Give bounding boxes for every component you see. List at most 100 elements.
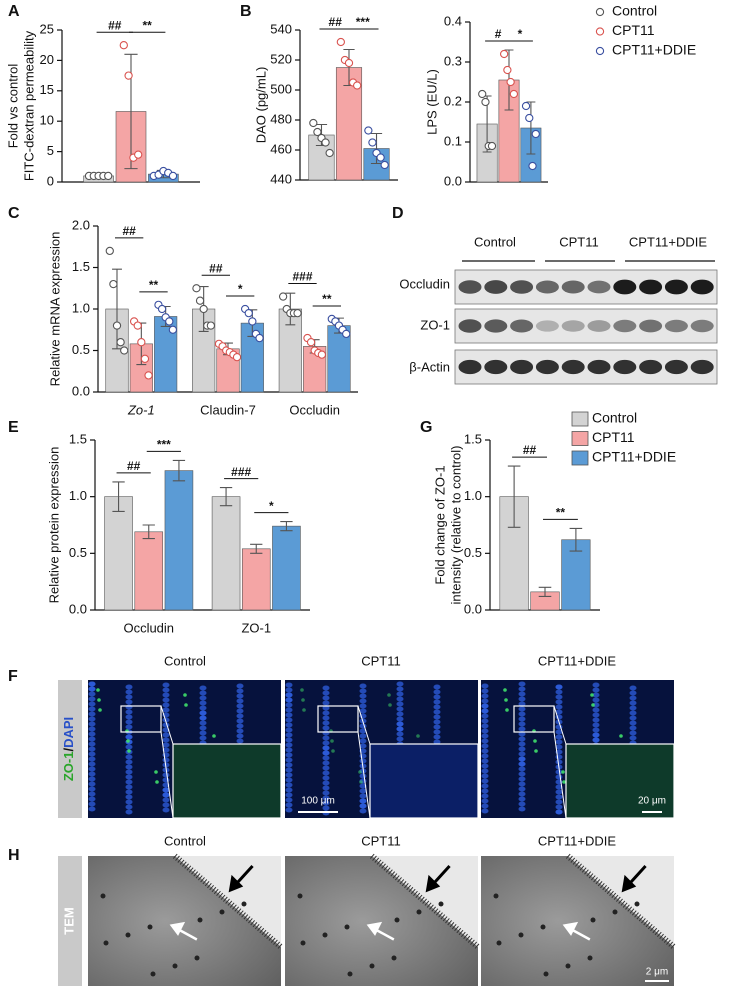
- y-tick-label: 10: [40, 113, 54, 128]
- data-point: [509, 89, 519, 99]
- panel-label: C: [8, 205, 20, 222]
- nucleus: [555, 769, 563, 775]
- zo1-signal: [331, 749, 335, 753]
- panel-label: D: [392, 205, 404, 222]
- nucleus: [88, 696, 96, 702]
- nucleus: [285, 722, 293, 728]
- nucleus: [88, 686, 96, 692]
- legend-label: CPT11: [592, 429, 635, 445]
- nucleus: [518, 746, 526, 752]
- stain-label: ZO-1/DAPI: [61, 717, 76, 781]
- nucleus: [199, 685, 207, 691]
- bar: [211, 496, 241, 611]
- data-point: [364, 126, 373, 135]
- zo1-signal: [562, 780, 566, 784]
- nucleus: [125, 799, 133, 805]
- nucleus: [592, 707, 600, 713]
- stain-green: ZO-1: [61, 752, 76, 782]
- significance-label: *: [238, 282, 243, 296]
- data-point: [133, 321, 142, 330]
- nucleus: [555, 704, 563, 710]
- nucleus: [555, 754, 563, 760]
- nucleus: [162, 737, 170, 743]
- data-point: [232, 352, 242, 362]
- error-bar: [526, 101, 536, 155]
- nucleus: [285, 802, 293, 808]
- nucleus: [359, 688, 367, 694]
- nucleus: [285, 712, 293, 718]
- legend-marker: [595, 46, 605, 56]
- blot-band: [535, 320, 559, 332]
- nucleus: [162, 802, 170, 808]
- nucleus: [555, 694, 563, 700]
- y-axis-title: Fold vs control: [5, 64, 20, 149]
- nucleus: [481, 743, 489, 749]
- nucleus: [592, 682, 600, 688]
- panel-label: F: [8, 668, 18, 685]
- data-point: [344, 58, 354, 68]
- nucleus: [433, 714, 441, 720]
- nucleus: [433, 729, 441, 735]
- nucleus: [322, 800, 330, 806]
- nucleus: [285, 697, 293, 703]
- nucleus: [322, 745, 330, 751]
- nucleus: [162, 697, 170, 703]
- legend-marker: [595, 27, 605, 36]
- zo1-signal: [301, 698, 305, 702]
- nucleus: [359, 738, 367, 744]
- nucleus: [285, 767, 293, 773]
- blot-band: [639, 359, 663, 375]
- x-tick-label: Zo-1: [127, 402, 155, 417]
- x-tick-label: Occludin: [123, 620, 174, 635]
- zo1-signal: [154, 770, 158, 774]
- nucleus: [162, 807, 170, 813]
- nucleus: [88, 756, 96, 762]
- bar: [104, 496, 133, 611]
- legend-marker: [571, 431, 589, 446]
- nucleus: [629, 710, 637, 716]
- data-point: [313, 127, 322, 137]
- nucleus: [518, 771, 526, 777]
- nucleus: [88, 681, 96, 687]
- significance-label: ***: [356, 15, 370, 29]
- data-point: [192, 284, 201, 293]
- granule: [590, 917, 596, 923]
- zo1-signal: [127, 749, 131, 753]
- nucleus: [285, 762, 293, 768]
- data-point: [336, 37, 345, 47]
- significance-label: ##: [122, 224, 136, 238]
- nucleus: [162, 747, 170, 753]
- nucleus: [555, 744, 563, 750]
- nucleus: [518, 776, 526, 782]
- x-tick-label: Occludin: [289, 402, 340, 417]
- y-tick-label: 520: [270, 51, 292, 66]
- nucleus: [322, 760, 330, 766]
- granule: [194, 955, 200, 961]
- nucleus: [125, 764, 133, 770]
- data-point: [521, 101, 531, 111]
- blot-band: [458, 359, 482, 375]
- granule: [496, 940, 502, 946]
- nucleus: [322, 750, 330, 756]
- nucleus: [125, 774, 133, 780]
- y-axis-title: Relative mRNA expression: [47, 232, 62, 387]
- inset: [565, 743, 675, 819]
- granule: [518, 932, 524, 938]
- nucleus: [433, 739, 441, 745]
- tem-label: TEM: [61, 907, 76, 934]
- y-axis-title: LPS (EU/L): [424, 69, 439, 135]
- blot-band: [561, 359, 585, 375]
- nucleus: [555, 799, 563, 805]
- nucleus: [396, 716, 404, 722]
- nucleus: [236, 713, 244, 719]
- granule: [391, 955, 397, 961]
- granule: [241, 901, 247, 907]
- granule: [322, 932, 328, 938]
- data-point: [244, 308, 253, 318]
- nucleus: [518, 701, 526, 707]
- data-point: [380, 160, 389, 170]
- granule: [344, 924, 350, 930]
- nucleus: [433, 684, 441, 690]
- nucleus: [162, 742, 170, 748]
